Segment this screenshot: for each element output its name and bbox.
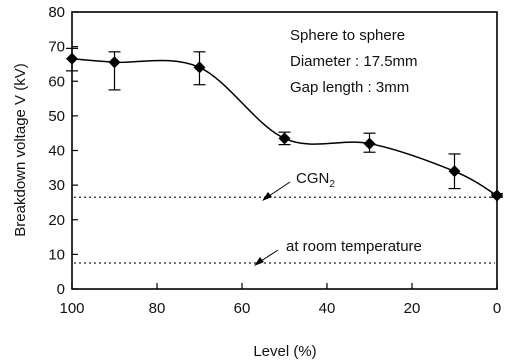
room-temp-label: at room temperature xyxy=(254,238,422,266)
data-point-marker xyxy=(278,132,291,145)
cgn2-label: CGN2 xyxy=(262,170,335,201)
room-temp-label-text: at room temperature xyxy=(286,238,422,255)
x-tick-label: 60 xyxy=(234,300,251,317)
y-tick-label: 40 xyxy=(48,143,65,160)
data-point-marker xyxy=(491,189,503,202)
cgn2-label-sub: 2 xyxy=(329,179,335,190)
y-tick-label: 60 xyxy=(48,73,65,90)
x-tick-label: 20 xyxy=(404,300,421,317)
data-point-marker xyxy=(193,61,206,74)
svg-text:CGN2: CGN2 xyxy=(296,170,335,190)
y-axis-label: Breakdown voltage V (kV) xyxy=(12,63,29,236)
data-point-marker xyxy=(66,52,78,65)
y-tick-label: 30 xyxy=(48,177,65,194)
x-axis-label: Level (%) xyxy=(253,343,316,360)
y-tick-label: 80 xyxy=(48,4,65,21)
x-tick-label: 80 xyxy=(149,300,166,317)
reference-lines xyxy=(74,196,495,264)
axis-ticks: 0 10 20 30 40 50 60 70 80 100 80 60 40 20 0 xyxy=(48,4,501,317)
y-tick-label: 50 xyxy=(48,108,65,125)
cgn2-arrow-head xyxy=(262,192,272,201)
x-tick-label: 100 xyxy=(59,300,84,317)
annotation-line-2: Diameter : 17.5mm xyxy=(290,53,418,70)
y-tick-label: 0 xyxy=(57,281,65,298)
data-point-marker xyxy=(108,56,121,69)
series-line xyxy=(71,57,498,197)
y-tick-label: 20 xyxy=(48,212,65,229)
plot-frame xyxy=(71,11,498,290)
cgn2-label-main: CGN xyxy=(296,170,329,187)
room-temp-arrow-head xyxy=(254,257,264,266)
data-series xyxy=(66,47,503,202)
annotation-line-1: Sphere to sphere xyxy=(290,27,405,44)
y-tick-label: 70 xyxy=(48,39,65,56)
annotation-line-3: Gap length : 3mm xyxy=(290,79,409,96)
x-tick-label: 0 xyxy=(493,300,501,317)
y-tick-label: 10 xyxy=(48,246,65,263)
x-tick-label: 40 xyxy=(319,300,336,317)
data-point-marker xyxy=(363,137,376,150)
annotation-block: Sphere to sphere Diameter : 17.5mm Gap l… xyxy=(290,27,418,96)
data-point-marker xyxy=(448,165,461,178)
